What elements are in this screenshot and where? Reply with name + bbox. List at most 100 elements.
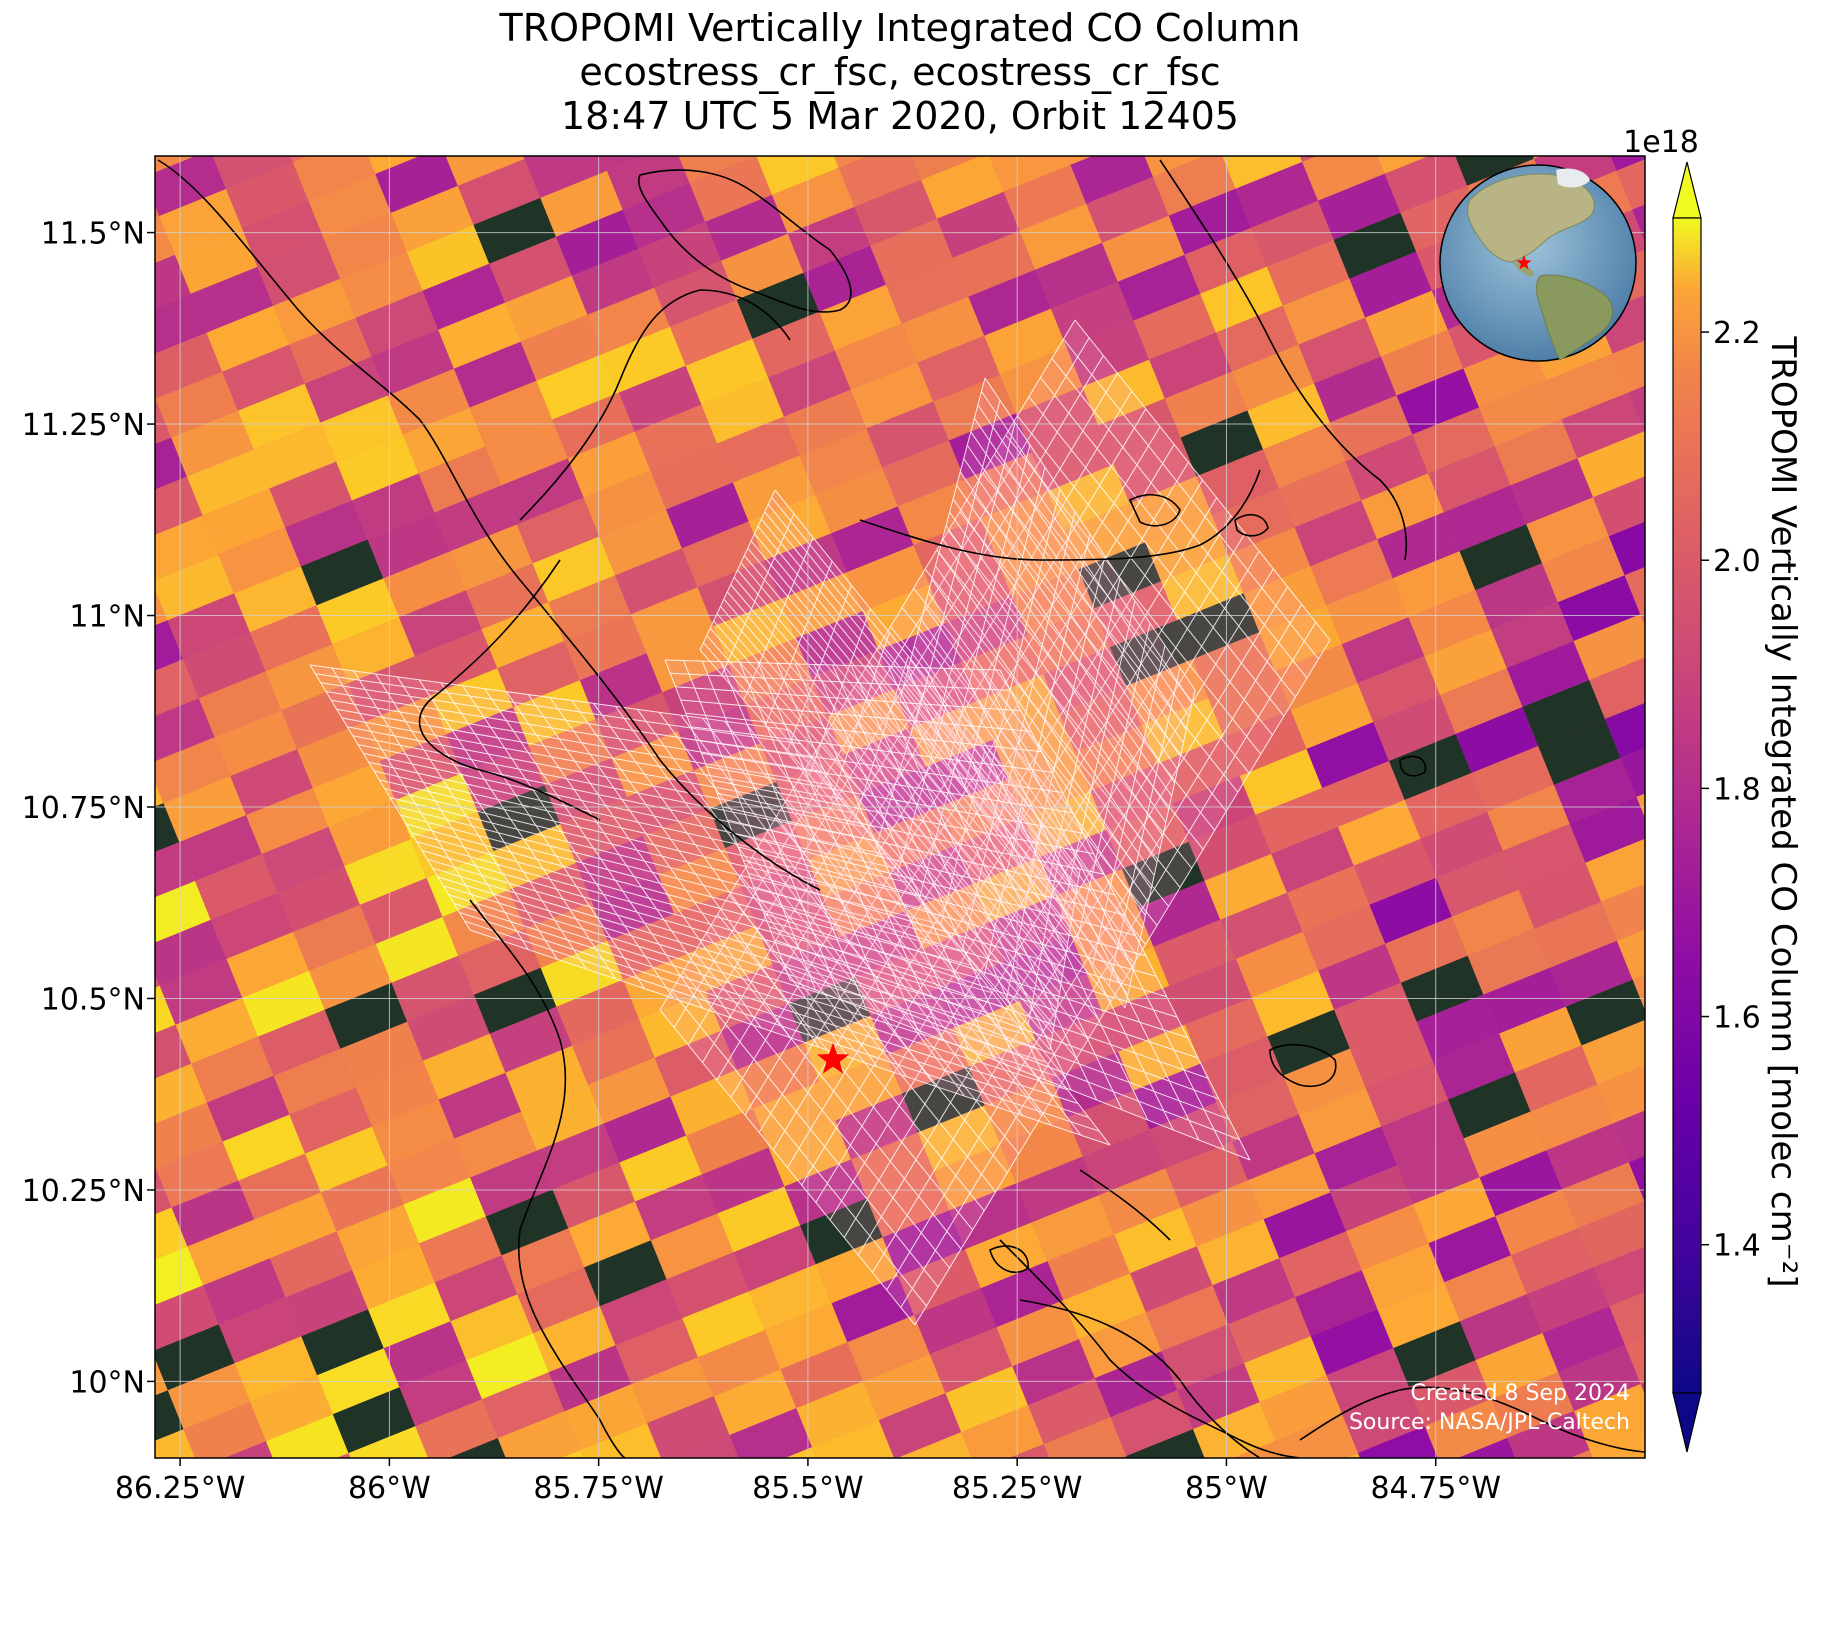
- tropomi-pixel: [976, 674, 1059, 741]
- tropomi-pixel: [968, 269, 1051, 336]
- map-area[interactable]: [22, 48, 1778, 1573]
- tropomi-pixel: [1279, 1231, 1362, 1298]
- tropomi-pixel: [340, 1021, 423, 1088]
- tropomi-pixel: [1585, 66, 1668, 132]
- tropomi-pixel: [897, 479, 981, 546]
- tropomi-pixel: [501, 458, 584, 525]
- tropomi-pixel: [155, 1141, 239, 1208]
- tropomi-pixel: [1282, 278, 1366, 345]
- tropomi-pixel: [155, 554, 235, 621]
- tropomi-pixel: [796, 1381, 879, 1448]
- tropomi-pixel: [1070, 156, 1153, 204]
- tropomi-pixel: [584, 1240, 667, 1307]
- tropomi-pixel: [155, 1063, 207, 1124]
- tropomi-pixel: [155, 620, 184, 671]
- tropomi-pixel: [53, 504, 135, 570]
- tropomi-pixel: [1019, 203, 1102, 270]
- tropomi-pixel: [807, 63, 890, 129]
- tropomi-pixel: [450, 524, 533, 591]
- colorbar-ticks: 1.4 1.6 1.8 2.0 2.2: [1701, 316, 1761, 1264]
- tropomi-pixel: [438, 302, 521, 369]
- tropomi-pixel: [1389, 734, 1472, 800]
- tropomi-pixel: [289, 317, 372, 384]
- tropomi-pixel: [155, 974, 160, 988]
- tropomi-pixel: [1345, 1453, 1361, 1458]
- tropomi-pixel: [1051, 1051, 1134, 1118]
- tropomi-pixel: [269, 461, 352, 528]
- tropomi-pixel: [1672, 1435, 1755, 1501]
- tropomi-pixel: [186, 449, 270, 516]
- tropomi-pixel: [375, 916, 459, 983]
- tropomi-pixel: [685, 338, 769, 405]
- tropomi-pixel: [1235, 931, 1319, 998]
- lat-tick-label: 10.5°N: [41, 982, 145, 1017]
- ecostress-swath: [899, 377, 1196, 1009]
- globe-central-america: [1512, 262, 1535, 277]
- tropomi-pixel: [155, 437, 187, 490]
- tropomi-pixel: [1589, 657, 1645, 719]
- tropomi-pixel: [175, 997, 258, 1064]
- tropomi-pixel: [242, 970, 325, 1037]
- tropomi-pixel: [1322, 761, 1405, 827]
- tropomi-pixel: [1157, 737, 1240, 803]
- tropomi-pixel: [265, 644, 349, 711]
- tropomi-pixel: [1384, 156, 1468, 213]
- tropomi-pixel: [1286, 865, 1370, 932]
- tropomi-pixel: [599, 509, 682, 576]
- tropomi-pixel: [293, 904, 376, 971]
- tropomi-pixel: [618, 365, 702, 432]
- tropomi-pixel: [760, 716, 843, 782]
- tropomi-pixel: [230, 749, 313, 816]
- swath-mesh: [309, 664, 1111, 1146]
- tropomi-pixel: [422, 1033, 506, 1100]
- tropomi-pixel: [1396, 368, 1480, 435]
- tropomi-pixel: [1593, 476, 1645, 537]
- tropomi-pixel: [1165, 1141, 1248, 1208]
- tropomi-pixel: [866, 1171, 950, 1238]
- tropomi-pixel: [308, 174, 391, 240]
- tropomi-pixel: [1314, 356, 1397, 423]
- tropomi-pixel: [1479, 380, 1562, 447]
- tropomi-pixel: [701, 1147, 785, 1214]
- tropomi-pixel: [579, 653, 663, 720]
- tropomi-pixel: [1412, 1177, 1496, 1244]
- tropomi-pixel: [222, 344, 305, 411]
- tropomi-pixel: [929, 557, 1012, 624]
- globe-north-america: [1467, 173, 1595, 263]
- tropomi-pixel: [46, 869, 128, 935]
- tropomi-pixel: [1259, 1375, 1343, 1441]
- coastline: [519, 289, 791, 521]
- tropomi-pixel: [736, 272, 820, 339]
- tropomi-pixel: [309, 943, 392, 1010]
- tropomi-pixel: [1318, 173, 1401, 240]
- tropomi-pixel: [434, 485, 517, 552]
- tropomi-pixel: [183, 632, 266, 699]
- tropomi-pixel: [155, 985, 176, 1034]
- tropomi-pixel: [430, 668, 514, 735]
- tropomi-pixel: [1397, 1138, 1480, 1205]
- tropomi-pixel: [666, 1252, 750, 1319]
- tropomi-pixel: [901, 296, 985, 363]
- tropomi-pixel: [1487, 784, 1570, 851]
- lat-tick-label: 10.75°N: [22, 791, 145, 826]
- tropomi-pixel: [1385, 916, 1468, 983]
- tropomi-pixel: [348, 1426, 429, 1458]
- tropomi-pixel: [300, 539, 384, 606]
- tropomi-pixel: [1117, 254, 1201, 321]
- tropomi-pixel: [489, 236, 572, 303]
- tropomi-pixel: [1094, 1351, 1178, 1418]
- tropomi-pixel: [1208, 671, 1291, 737]
- tropomi-pixel: [1522, 680, 1605, 746]
- tropomi-pixel: [277, 866, 360, 932]
- tropomi-pixel: [1031, 425, 1114, 492]
- tropomi-pixel: [332, 617, 415, 684]
- tropomi-pixel: [1110, 620, 1193, 687]
- tropomi-pixel: [387, 1138, 471, 1205]
- tropomi-pixel: [406, 224, 490, 291]
- tropomi-pixel: [1066, 156, 1093, 165]
- tropomi-pixel: [911, 156, 981, 180]
- tropomi-pixel: [1239, 749, 1323, 815]
- tropomi-pixel: [1503, 54, 1586, 120]
- tropomi-pixel: [62, 908, 145, 974]
- tropomi-pixel: [1475, 563, 1558, 630]
